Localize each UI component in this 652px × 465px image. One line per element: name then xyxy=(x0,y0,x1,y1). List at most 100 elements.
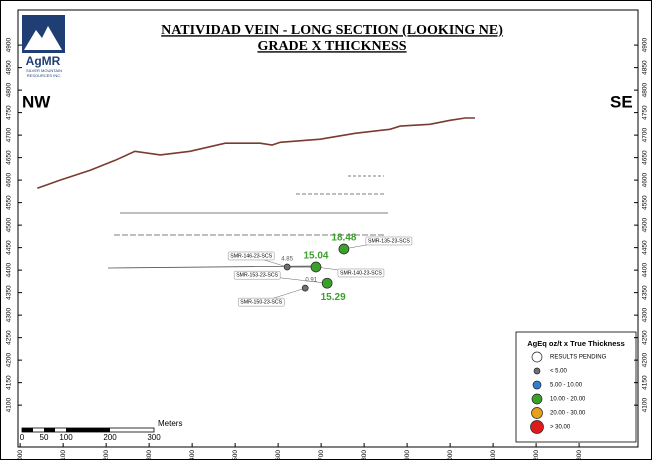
hole-label: SMR-140-23-SCS xyxy=(340,270,382,276)
y-tick-label: 4700 xyxy=(642,128,649,143)
x-tick-label: 474600 xyxy=(275,450,282,460)
x-tick-label: 474800 xyxy=(361,450,368,460)
direction-label: SE xyxy=(610,92,633,111)
y-tick-label: 4750 xyxy=(642,105,649,120)
logo: AgMR SILVER MOUNTAIN RESOURCES INC. xyxy=(22,15,65,78)
y-tick-label: 4300 xyxy=(6,308,13,323)
x-tick-label: 474000 xyxy=(17,450,24,460)
x-tick-label: 475000 xyxy=(447,450,454,460)
y-tick-label: 4850 xyxy=(6,60,13,75)
legend-label: 10.00 - 20.00 xyxy=(550,397,586,403)
x-tick-label: 474500 xyxy=(232,450,239,460)
y-tick-label: 4300 xyxy=(642,308,649,323)
y-tick-label: 4800 xyxy=(642,82,649,97)
logo-tagline: SILVER MOUNTAIN RESOURCES INC. xyxy=(25,68,63,78)
hole-label-box xyxy=(237,297,285,307)
y-tick-label: 4100 xyxy=(6,398,13,413)
logo-mountain xyxy=(24,26,62,50)
y-tick-label: 4200 xyxy=(6,353,13,368)
value-label: 15.29 xyxy=(321,292,346,303)
scale-label: 0 xyxy=(20,433,25,442)
hole-label: SMR-146-23-SCS xyxy=(230,253,272,259)
legend-marker xyxy=(531,351,543,363)
y-tick-label: 4550 xyxy=(6,195,13,210)
y-tick-label: 4200 xyxy=(642,353,649,368)
hole-label-box xyxy=(365,236,413,246)
y-tick-label: 4100 xyxy=(642,398,649,413)
y-tick-label: 4450 xyxy=(6,240,13,255)
y-tick-label: 4800 xyxy=(6,82,13,97)
x-tick-label: 474900 xyxy=(404,450,411,460)
hole-label-box xyxy=(227,251,275,261)
scale-label: 300 xyxy=(147,433,161,442)
drill-intercept xyxy=(321,277,333,289)
drill-intercept xyxy=(310,261,322,273)
y-tick-label: 4650 xyxy=(642,150,649,165)
scale-label: 100 xyxy=(59,433,73,442)
y-tick-label: 4150 xyxy=(642,375,649,390)
y-tick-label: 4350 xyxy=(642,285,649,300)
hole-label-box xyxy=(233,270,281,280)
drill-intercept xyxy=(283,263,291,271)
logo-name: AgMR xyxy=(26,54,61,68)
legend-label: 20.00 - 30.00 xyxy=(550,411,586,417)
legend-label: > 30.00 xyxy=(550,425,571,431)
y-tick-label: 4500 xyxy=(6,218,13,233)
value-label: 18.48 xyxy=(331,233,356,244)
traces xyxy=(107,175,388,269)
y-tick-label: 4250 xyxy=(642,330,649,345)
legend-marker xyxy=(533,367,541,375)
y-tick-label: 4900 xyxy=(642,37,649,52)
drill-intercept xyxy=(338,243,350,255)
direction-label: NW xyxy=(22,92,51,111)
y-tick-label: 4450 xyxy=(642,240,649,255)
legend-label: 5.00 - 10.00 xyxy=(550,383,583,389)
value-label: 0.91 xyxy=(305,278,317,284)
plot-frame xyxy=(17,9,639,448)
y-tick-label: 4150 xyxy=(6,375,13,390)
value-label: 15.04 xyxy=(303,251,328,262)
x-tick-label: 474700 xyxy=(318,450,325,460)
y-tick-label: 4600 xyxy=(6,173,13,188)
x-tick-label: 474200 xyxy=(103,450,110,460)
scale-segment xyxy=(66,428,110,432)
x-tick-label: 475100 xyxy=(490,450,497,460)
y-tick-label: 4250 xyxy=(6,330,13,345)
legend-label: RESULTS PENDING xyxy=(550,355,607,361)
y-tick-label: 4400 xyxy=(642,263,649,278)
value-label: 4.85 xyxy=(281,257,293,263)
scale-unit: Meters xyxy=(158,419,182,428)
y-tick-label: 4350 xyxy=(6,285,13,300)
hole-label: SMR-135-23-SCS xyxy=(368,238,410,244)
y-tick-label: 4550 xyxy=(642,195,649,210)
y-tick-label: 4850 xyxy=(642,60,649,75)
logo-tagline-box: SILVER MOUNTAIN RESOURCES INC. xyxy=(25,68,63,78)
y-tick-label: 4700 xyxy=(6,128,13,143)
scale-segment xyxy=(44,428,55,432)
y-tick-label: 4400 xyxy=(6,263,13,278)
x-tick-label: 475300 xyxy=(576,450,583,460)
y-tick-label: 4500 xyxy=(642,218,649,233)
y-tick-label: 4900 xyxy=(6,37,13,52)
legend-marker xyxy=(532,380,542,390)
y-tick-label: 4650 xyxy=(6,150,13,165)
drill-intercept xyxy=(301,284,309,292)
x-tick-label: 474100 xyxy=(60,450,67,460)
legend-marker xyxy=(531,407,543,419)
hole-label: SMR-153-23-SCS xyxy=(236,273,278,279)
trace xyxy=(107,265,317,269)
x-tick-label: 475200 xyxy=(533,450,540,460)
hole-label-box xyxy=(337,268,385,278)
y-tick-label: 4750 xyxy=(6,105,13,120)
legend-marker xyxy=(531,393,543,405)
chart-title: NATIVIDAD VEIN - LONG SECTION (LOOKING N… xyxy=(161,23,503,38)
x-tick-label: 474300 xyxy=(146,450,153,460)
scale-label: 50 xyxy=(40,433,49,442)
topography-line xyxy=(37,117,475,189)
y-tick-label: 4600 xyxy=(642,173,649,188)
chart-subtitle: GRADE X THICKNESS xyxy=(257,39,406,54)
hole-label: SMR-150-23-SCS xyxy=(240,300,282,306)
legend-label: < 5.00 xyxy=(550,369,568,375)
x-tick-label: 474400 xyxy=(189,450,196,460)
